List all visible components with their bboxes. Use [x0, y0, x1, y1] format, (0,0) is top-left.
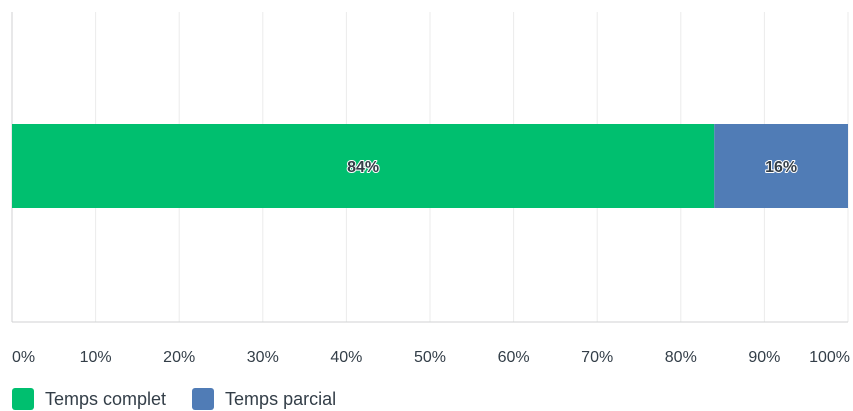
x-axis-ticks: 0% 10% 20% 30% 40% 50% 60% 70% 80% 90% 100%: [12, 349, 850, 366]
x-tick-label: 0%: [12, 349, 35, 366]
x-tick-label: 100%: [809, 349, 850, 366]
x-tick-label: 90%: [748, 349, 780, 366]
legend-item-temps-complet[interactable]: Temps complet: [12, 388, 166, 410]
legend-swatch-temps-complet: [12, 388, 34, 410]
stacked-bar-chart: 84% 16% 0% 10% 20% 30% 40% 50% 60% 70% 80% 90% 100%: [11, 12, 850, 366]
bar-segment-1[interactable]: [12, 124, 715, 208]
x-tick-label: 30%: [247, 349, 279, 366]
x-tick-label: 40%: [330, 349, 362, 366]
x-tick-label: 20%: [163, 349, 195, 366]
bar-data-label-1: 84%: [347, 159, 379, 176]
legend-label-temps-parcial: Temps parcial: [225, 388, 337, 409]
legend-label-temps-complet: Temps complet: [45, 388, 167, 409]
legend-swatch-temps-parcial: [192, 388, 215, 410]
x-tick-label: 80%: [665, 349, 697, 366]
bar-segment-2[interactable]: [714, 124, 848, 208]
legend-item-temps-parcial[interactable]: Temps parcial: [192, 388, 336, 410]
x-tick-label: 50%: [414, 349, 446, 366]
x-tick-label: 60%: [498, 349, 530, 366]
x-tick-label: 70%: [581, 349, 613, 366]
bar-data-label-2: 16%: [765, 159, 797, 176]
bars: [12, 124, 848, 208]
bar-labels: 84% 16%: [346, 158, 798, 177]
legend: Temps complet Temps parcial: [12, 388, 362, 410]
x-tick-label: 10%: [80, 349, 112, 366]
